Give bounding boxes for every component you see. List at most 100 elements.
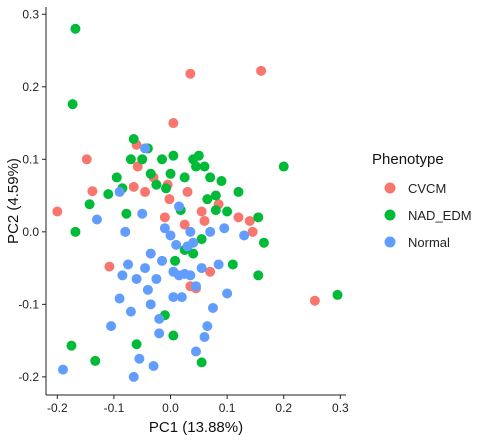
point-nad-edm	[253, 212, 264, 223]
point-normal	[157, 255, 168, 266]
point-normal	[137, 208, 148, 219]
point-nad-edm	[128, 133, 139, 144]
point-nad-edm	[168, 150, 179, 161]
point-nad-edm	[233, 186, 244, 197]
point-nad-edm	[170, 255, 181, 266]
point-cvcm	[179, 219, 190, 230]
point-nad-edm	[179, 172, 190, 183]
point-normal	[219, 223, 230, 234]
point-cvcm	[247, 226, 258, 237]
point-normal	[199, 331, 210, 342]
point-normal	[185, 226, 196, 237]
legend: Phenotype CVCM NAD_EDM Normal	[372, 151, 472, 250]
point-normal	[114, 186, 125, 197]
point-normal	[185, 270, 196, 281]
point-nad-edm	[103, 189, 114, 200]
point-normal	[191, 281, 201, 292]
point-nad-edm	[145, 168, 156, 179]
point-nad-edm	[210, 190, 221, 201]
point-cvcm	[128, 181, 139, 192]
point-nad-edm	[66, 340, 77, 351]
point-normal	[239, 230, 250, 241]
point-normal	[123, 259, 134, 270]
point-cvcm	[132, 161, 143, 172]
point-normal	[168, 292, 179, 303]
point-normal	[176, 292, 187, 303]
point-normal	[207, 302, 218, 313]
point-cvcm	[256, 65, 267, 76]
point-cvcm	[164, 194, 175, 205]
point-nad-edm	[199, 161, 210, 172]
point-normal	[117, 270, 128, 281]
point-nad-edm	[157, 154, 168, 165]
x-tick-label: 0.0	[162, 401, 179, 415]
point-nad-edm	[196, 357, 207, 368]
point-nad-edm	[111, 172, 122, 183]
point-nad-edm	[188, 248, 199, 259]
point-normal	[131, 273, 142, 284]
legend-title: Phenotype	[372, 151, 444, 168]
point-cvcm	[87, 186, 98, 197]
x-tick-label: -0.2	[47, 401, 68, 415]
y-tick-label: 0.3	[22, 7, 39, 21]
x-axis-ticks: -0.2 -0.1 0.0 0.1 0.2 0.3	[47, 395, 349, 415]
point-normal	[106, 321, 117, 332]
point-nad-edm	[84, 199, 95, 210]
point-cvcm	[104, 261, 115, 272]
point-nad-edm	[253, 270, 264, 281]
point-cvcm	[185, 68, 196, 79]
point-normal	[57, 364, 68, 375]
point-normal	[213, 259, 224, 270]
point-normal	[191, 346, 201, 357]
point-nad-edm	[161, 183, 171, 194]
y-tick-label: 0.1	[22, 152, 39, 166]
x-tick-label: -0.1	[104, 401, 125, 415]
point-nad-edm	[202, 194, 213, 205]
point-cvcm	[205, 266, 216, 277]
point-nad-edm	[70, 226, 81, 237]
point-cvcm	[182, 186, 193, 197]
point-normal	[202, 321, 213, 332]
point-cvcm	[81, 154, 92, 165]
point-normal	[205, 226, 216, 237]
point-normal	[174, 201, 185, 212]
point-normal	[171, 239, 182, 250]
x-tick-label: 0.2	[275, 401, 292, 415]
point-nad-edm	[227, 259, 238, 270]
point-nad-edm	[191, 161, 201, 172]
point-cvcm	[199, 215, 210, 226]
x-tick-label: 0.1	[219, 401, 236, 415]
point-nad-edm	[121, 208, 132, 219]
point-nad-edm	[205, 172, 216, 183]
point-normal	[165, 230, 176, 241]
point-nad-edm	[193, 150, 204, 161]
point-nad-edm	[137, 154, 148, 165]
point-normal	[196, 263, 207, 274]
point-normal	[140, 143, 151, 154]
point-normal	[154, 328, 165, 339]
point-normal	[125, 306, 136, 317]
point-nad-edm	[70, 23, 81, 34]
legend-key-nad-edm	[384, 209, 396, 221]
point-cvcm	[168, 118, 179, 129]
point-nad-edm	[196, 234, 207, 245]
point-cvcm	[196, 206, 207, 217]
point-nad-edm	[131, 339, 142, 350]
point-normal	[91, 214, 102, 225]
point-normal	[222, 288, 233, 299]
y-tick-label: -0.2	[18, 370, 39, 384]
point-cvcm	[140, 186, 151, 197]
x-tick-label: 0.3	[332, 401, 349, 415]
y-tick-label: 0.2	[22, 80, 39, 94]
legend-label-normal: Normal	[408, 235, 450, 250]
y-axis-ticks: -0.2 -0.1 0.0 0.1 0.2 0.3	[18, 7, 46, 384]
point-nad-edm	[258, 237, 269, 248]
point-nad-edm	[67, 99, 78, 110]
point-normal	[145, 248, 156, 259]
point-nad-edm	[90, 355, 101, 366]
legend-label-nad-edm: NAD_EDM	[408, 208, 472, 223]
point-cvcm	[309, 295, 320, 306]
point-normal	[148, 360, 159, 371]
point-normal	[142, 284, 153, 295]
y-tick-label: 0.0	[22, 225, 39, 239]
